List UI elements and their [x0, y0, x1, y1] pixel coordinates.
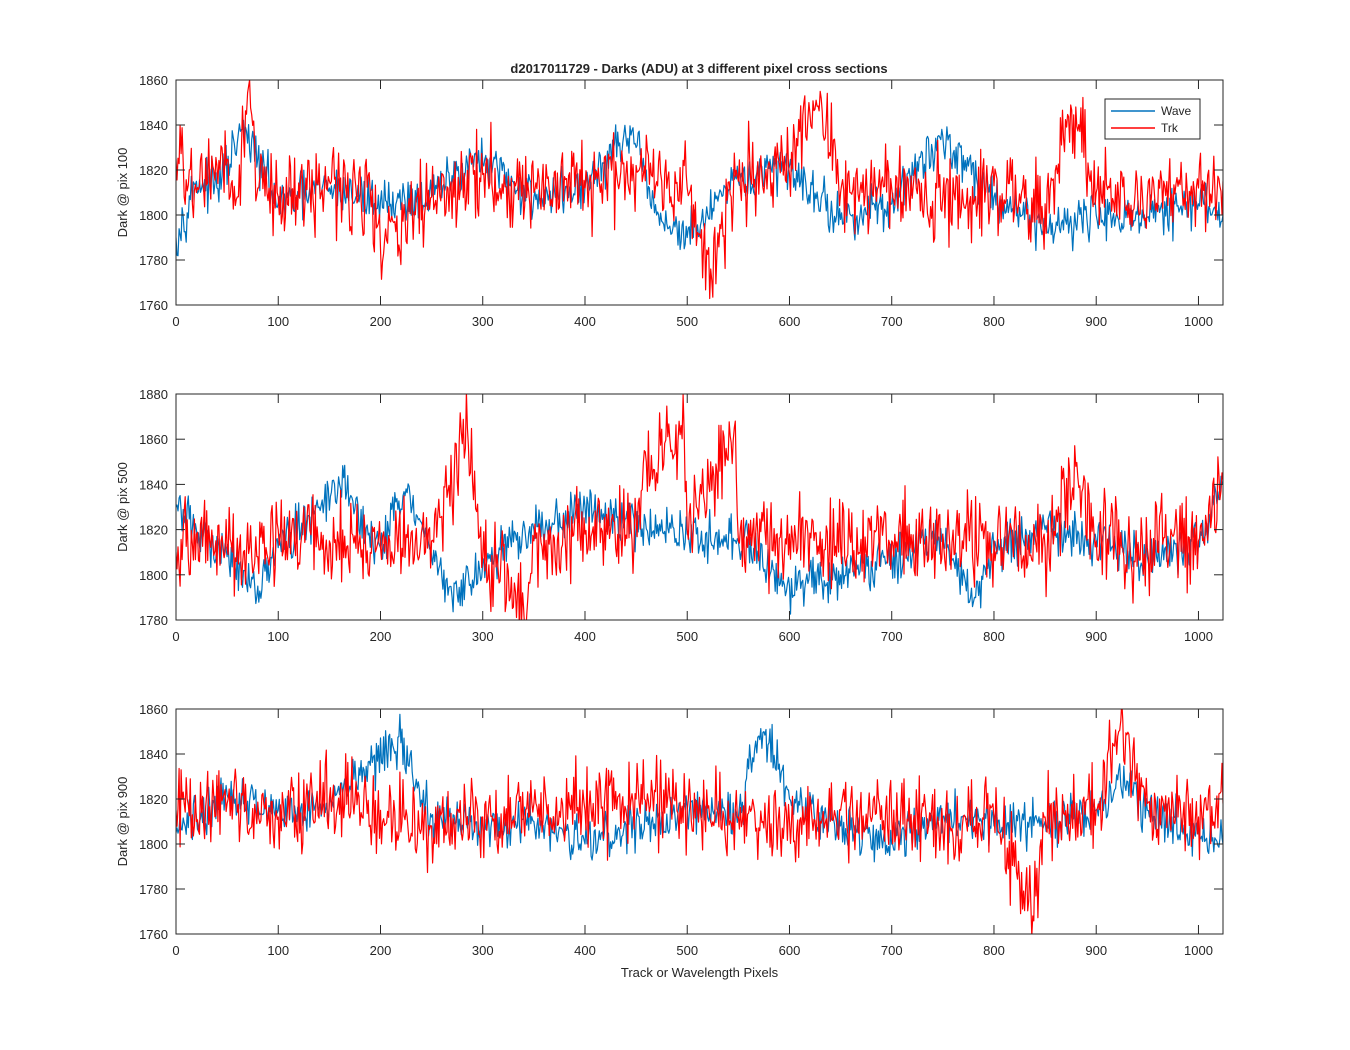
y-tick-label: 1860	[139, 432, 168, 447]
legend-box	[1104, 98, 1201, 140]
y-tick-label: 1760	[139, 298, 168, 313]
x-tick-label: 300	[472, 943, 494, 958]
subplot-3: 0 100 200 300 400 500 600 700 800 900 1000 1760 1780…	[115, 702, 1224, 980]
subplots: 0 100 200 300 400 500 600 700 800 900 100017601780…	[115, 73, 1224, 980]
y-tick-label: 1800	[139, 568, 168, 583]
x-tick-label: 0	[172, 314, 179, 329]
y-axis-label: Dark @ pix 900	[115, 777, 130, 867]
legend-label-wave: Wave	[1161, 104, 1192, 118]
x-tick-label: 300	[472, 314, 494, 329]
axes-box	[175, 393, 1224, 621]
y-tick-label: 1760	[139, 927, 168, 942]
legend: Wave Trk	[1104, 98, 1201, 140]
x-tick-label: 0	[172, 629, 179, 644]
x-tick-label: 200	[370, 943, 392, 958]
x-tick-label: 700	[881, 943, 903, 958]
legend-label-trk: Trk	[1161, 121, 1179, 135]
y-tick-label: 1820	[139, 163, 168, 178]
x-tick-label: 200	[370, 629, 392, 644]
y-tick-label: 1840	[139, 118, 168, 133]
y-tick-label: 1880	[139, 387, 168, 402]
x-tick-label: 800	[983, 629, 1005, 644]
y-tick-label: 1860	[139, 73, 168, 88]
x-tick-label: 400	[574, 314, 596, 329]
x-tick-label: 300	[472, 629, 494, 644]
x-tick-label: 800	[983, 943, 1005, 958]
x-tick-label: 600	[779, 943, 801, 958]
y-tick-label: 1780	[139, 882, 168, 897]
y-tick-label: 1840	[139, 477, 168, 492]
series-line-trk	[176, 394, 1223, 620]
series-line-trk	[176, 709, 1223, 934]
x-tick-label: 1000	[1184, 314, 1213, 329]
x-tick-label: 100	[267, 314, 289, 329]
x-tick-label: 900	[1085, 314, 1107, 329]
y-tick-label: 1800	[139, 837, 168, 852]
x-axis-label: Track or Wavelength Pixels	[621, 965, 779, 980]
x-tick-label: 900	[1085, 943, 1107, 958]
x-tick-label: 1000	[1184, 629, 1213, 644]
x-tick-label: 500	[676, 943, 698, 958]
series-line-trk	[176, 80, 1223, 300]
y-tick-label: 1860	[139, 702, 168, 717]
x-tick-label: 400	[574, 629, 596, 644]
x-tick-label: 700	[881, 629, 903, 644]
y-tick-label: 1780	[139, 613, 168, 628]
subplot-2: 0 100 200 300 400 500 600 700 800 900 1000 1780 1800…	[115, 387, 1224, 644]
y-axis-label: Dark @ pix 100	[115, 148, 130, 238]
x-tick-label: 800	[983, 314, 1005, 329]
y-tick-label: 1800	[139, 208, 168, 223]
series-line-wave	[176, 464, 1223, 615]
y-tick-label: 1820	[139, 523, 168, 538]
x-tick-label: 700	[881, 314, 903, 329]
figure-title: d2017011729 - Darks (ADU) at 3 different…	[510, 61, 887, 76]
y-tick-label: 1820	[139, 792, 168, 807]
y-tick-label: 1780	[139, 253, 168, 268]
x-tick-label: 600	[779, 629, 801, 644]
axes-box	[175, 708, 1224, 935]
x-tick-label: 100	[267, 943, 289, 958]
x-tick-label: 500	[676, 314, 698, 329]
subplot-1: 0 100 200 300 400 500 600 700 800 900 1000 1760 1780…	[115, 73, 1224, 329]
x-tick-label: 1000	[1184, 943, 1213, 958]
axes-box	[175, 79, 1224, 306]
x-tick-label: 500	[676, 629, 698, 644]
x-tick-label: 600	[779, 314, 801, 329]
x-tick-label: 400	[574, 943, 596, 958]
x-tick-label: 0	[172, 943, 179, 958]
x-tick-label: 100	[267, 629, 289, 644]
y-axis-label: Dark @ pix 500	[115, 462, 130, 552]
y-tick-label: 1840	[139, 747, 168, 762]
x-tick-label: 200	[370, 314, 392, 329]
x-tick-label: 900	[1085, 629, 1107, 644]
